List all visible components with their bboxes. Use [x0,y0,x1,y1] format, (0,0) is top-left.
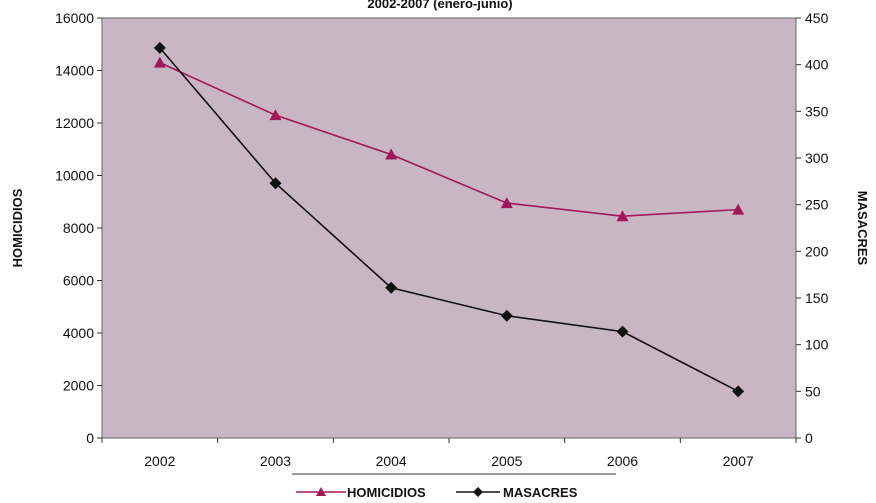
series-line-homicidios [159,61,739,217]
right-y-tick-label: 150 [805,290,829,306]
series-layer [153,41,745,398]
left-y-tick-label: 10000 [55,168,94,184]
data-point-homicidios [153,56,166,68]
data-point-homicidios [385,148,398,160]
left-y-tick-label: 8000 [63,220,94,236]
x-tick-label: 2003 [260,453,291,469]
data-point-homicidios [500,197,513,209]
legend-marker-homicidios [316,487,326,496]
left-y-tick-label: 0 [86,430,94,446]
x-tick-label: 2005 [491,453,522,469]
x-tick-label: 2002 [144,453,175,469]
legend: HOMICIDIOS MASACRES [292,473,616,500]
left-y-axis-title: HOMICIDIOS [10,188,25,267]
right-y-tick-label: 450 [805,10,829,26]
right-y-tick-label: 350 [805,103,829,119]
right-y-tick-label: 250 [805,197,829,213]
x-tick-label: 2007 [723,453,754,469]
left-y-tick-label: 16000 [55,10,94,26]
right-y-tick-label: 400 [805,57,829,73]
right-y-tick-label: 50 [805,383,821,399]
legend-item-homicidios: HOMICIDIOS [296,485,426,500]
data-point-homicidios [732,203,745,215]
legend-label-masacres: MASACRES [503,485,578,500]
legend-label-homicidios: HOMICIDIOS [347,485,426,500]
right-y-tick-label: 300 [805,150,829,166]
data-point-masacres [269,177,282,190]
right-y-tick-label: 200 [805,243,829,259]
left-y-tick-label: 14000 [55,63,94,79]
data-point-homicidios [269,109,282,121]
plot-area [101,17,797,439]
data-point-masacres [153,41,166,54]
x-tick-label: 2004 [376,453,407,469]
x-tick-label: 2006 [607,453,638,469]
chart-title: 2002-2007 (enero-junio) [367,0,512,11]
right-y-axis: 0 50 100 150 200 250 300 350 400 450 [796,10,829,446]
series-line-masacres [159,47,739,393]
data-point-masacres [385,281,398,294]
data-point-masacres [732,385,745,398]
left-y-tick-label: 12000 [55,115,94,131]
data-point-masacres [616,325,629,338]
right-y-axis-title: MASACRES [855,191,870,266]
right-y-tick-label: 100 [805,337,829,353]
legend-marker-masacres [473,487,483,497]
left-y-tick-label: 6000 [63,273,94,289]
data-point-homicidios [616,210,629,222]
left-y-tick-label: 4000 [63,325,94,341]
data-point-masacres [500,309,513,322]
left-y-tick-label: 2000 [63,378,94,394]
x-axis: 2002 2003 2004 2005 2006 2007 [101,438,797,469]
right-y-tick-label: 0 [805,430,813,446]
legend-item-masacres: MASACRES [456,485,578,500]
left-y-axis: 0 2000 4000 6000 8000 10000 12000 14000 16000 [55,10,102,446]
